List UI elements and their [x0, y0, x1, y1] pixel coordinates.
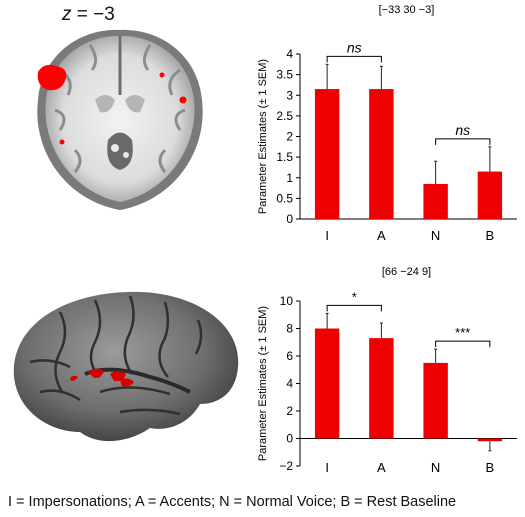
y-tick-label: 0: [286, 432, 293, 446]
bar-N: [423, 362, 448, 439]
chart-title: [−33 30 −3]: [379, 4, 435, 16]
slice-z-eq: =: [71, 4, 94, 25]
y-tick-label: 1.5: [276, 150, 293, 164]
significance-bracket: [326, 55, 382, 63]
y-tick-label: 6: [286, 349, 293, 363]
bar-B: [477, 438, 503, 442]
lateral-brain-image: [13, 291, 239, 442]
figure-caption: I = Impersonations; A = Accents; N = Nor…: [8, 494, 457, 510]
y-tick-label: 1: [286, 171, 293, 185]
y-tick-label: 4: [286, 377, 293, 391]
y-tick-label: 3: [286, 88, 293, 102]
bar-I: [314, 328, 340, 439]
axial-brain-image: [37, 29, 203, 211]
x-tick-label: A: [377, 228, 386, 243]
bar-B: [477, 171, 503, 219]
x-tick-label: B: [486, 460, 495, 475]
y-tick-label: 8: [286, 322, 293, 336]
bar-I: [314, 89, 340, 219]
significance-label: ns: [347, 39, 362, 55]
y-tick-label: 4: [286, 47, 293, 61]
significance-bracket: [326, 304, 382, 312]
y-axis-label: Parameter Estimates (± 1 SEM): [257, 306, 269, 461]
x-tick-label: I: [325, 460, 329, 475]
significance-label: ns: [455, 122, 470, 138]
bar-N: [423, 183, 448, 219]
slice-z-var: z: [62, 4, 72, 25]
chart-title: [66 −24 9]: [382, 266, 431, 278]
x-tick-label: I: [325, 228, 329, 243]
y-tick-label: 2: [286, 404, 293, 418]
x-tick-label: A: [377, 460, 386, 475]
significance-label: ***: [455, 325, 470, 340]
bar-A: [369, 89, 394, 219]
significance-bracket: [435, 138, 491, 145]
y-tick-label: 10: [280, 294, 294, 308]
activation-cluster-left: [37, 64, 67, 91]
y-axis-label: Parameter Estimates (± 1 SEM): [257, 59, 269, 214]
bar-A: [369, 338, 394, 439]
y-tick-label: 3.5: [276, 68, 293, 82]
activation-cluster-temporal: [88, 368, 104, 378]
significance-label: *: [352, 289, 357, 304]
significance-bracket: [435, 340, 491, 348]
slice-z-value: −3: [93, 4, 115, 25]
y-tick-label: 0: [286, 212, 293, 226]
slice-z-label: z = −3: [62, 4, 115, 26]
x-tick-label: N: [431, 460, 440, 475]
y-tick-label: 2: [286, 130, 293, 144]
y-tick-label: 0.5: [276, 191, 293, 205]
x-tick-label: B: [486, 228, 495, 243]
x-tick-label: N: [431, 228, 440, 243]
y-tick-label: 2.5: [276, 109, 293, 123]
y-tick-label: −2: [279, 459, 293, 473]
